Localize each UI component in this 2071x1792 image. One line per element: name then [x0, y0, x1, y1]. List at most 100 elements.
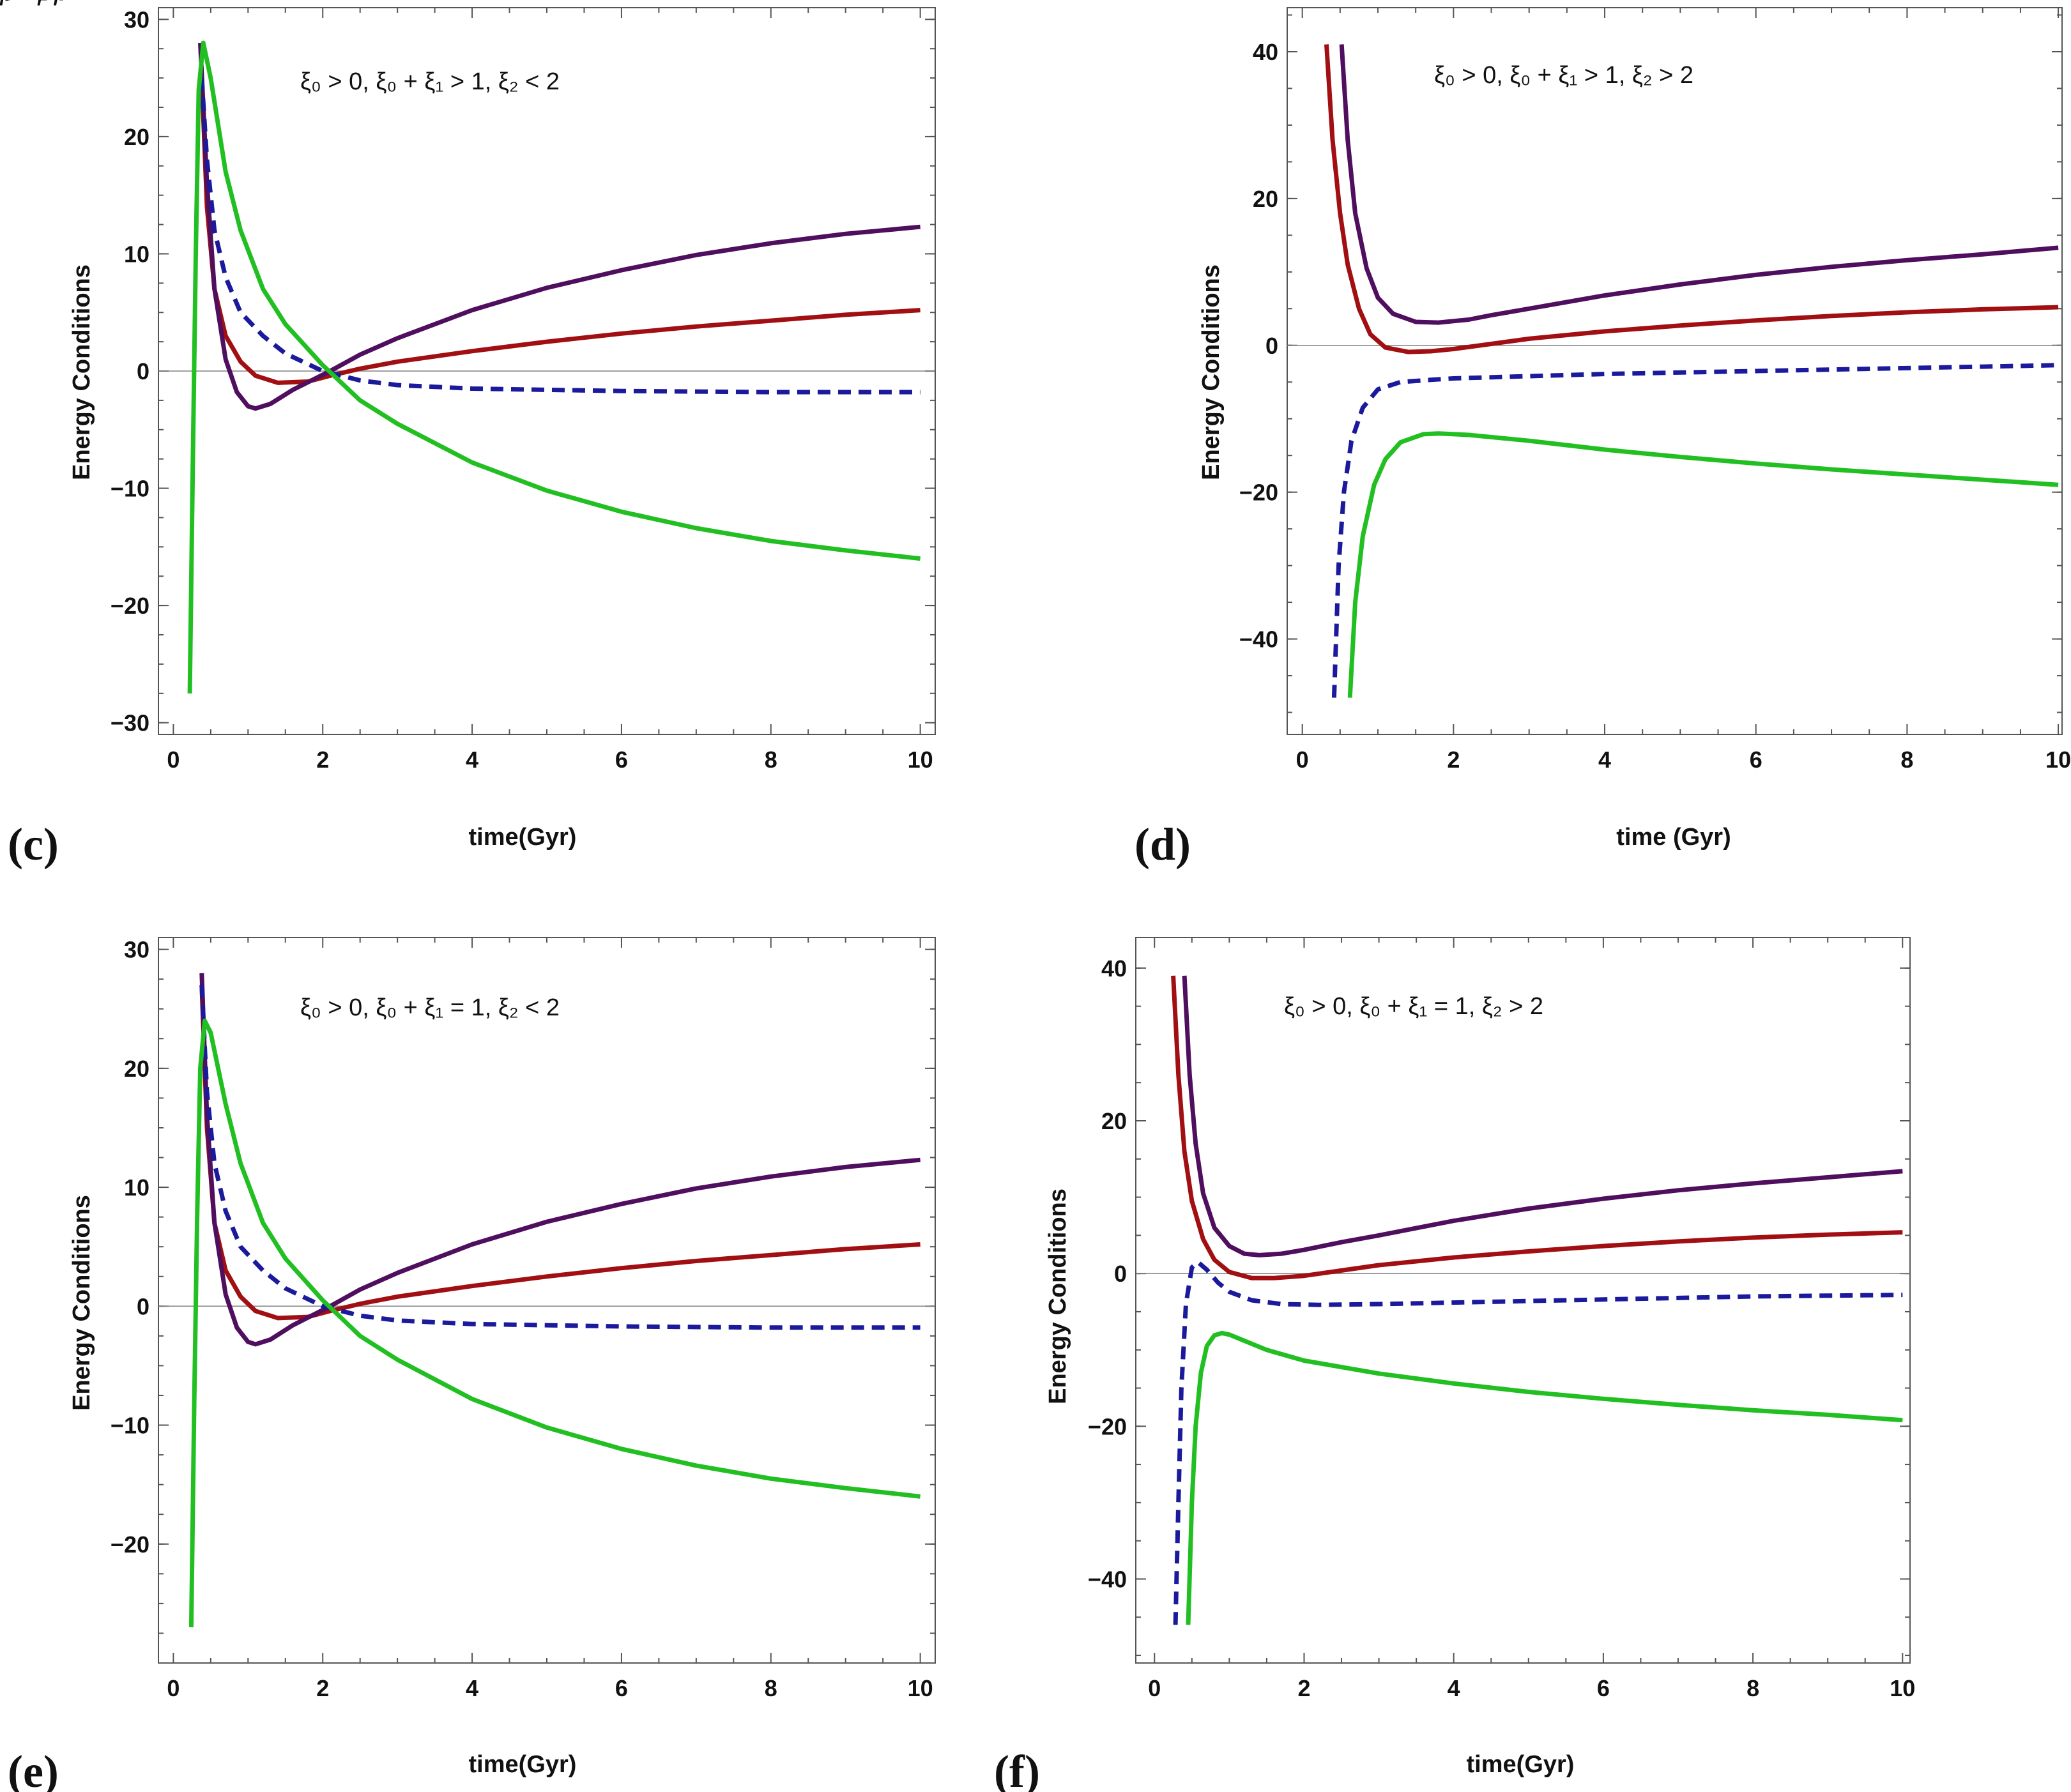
- x-tick-label: 4: [1448, 1675, 1460, 1701]
- chart-annotation: ξ₀ > 0, ξ₀ + ξ₁ > 1, ξ₂ < 2: [300, 68, 560, 95]
- y-tick-label: 0: [1265, 333, 1278, 359]
- x-tick-label: 10: [1890, 1675, 1915, 1701]
- y-tick-label: 30: [124, 6, 149, 33]
- panel-e: 0 2 4 6 8 10 30 20 10 0 −10 −20 ξ₀ > 0, ξ₀ + ξ₁ = 1…: [0, 0, 936, 1792]
- legend-label: ρ: [0, 0, 15, 6]
- legend-label: ρ+3p: [0, 0, 69, 6]
- x-tick-label: 6: [1750, 747, 1762, 773]
- chart-annotation: ξ₀ > 0, ξ₀ + ξ₁ = 1, ξ₂ > 2: [1284, 993, 1543, 1020]
- y-tick-label: −40: [1088, 1566, 1127, 1592]
- series-rho-plus-3p-line: [188, 1018, 921, 1628]
- y-tick-label: 0: [1114, 1261, 1127, 1287]
- x-tick-label: 2: [316, 747, 329, 773]
- x-tick-label: 10: [908, 1675, 933, 1701]
- legend: ρρ−pρ+pρ+3p: [0, 0, 69, 6]
- x-tick-label: 0: [167, 747, 180, 773]
- y-axis-label: Energy Conditions: [68, 264, 95, 480]
- legend-label: ρ: [0, 0, 15, 6]
- x-tick-label: 10: [908, 747, 933, 773]
- series-rho-plus-p-line: [199, 77, 921, 395]
- x-tick-label: 8: [765, 747, 777, 773]
- series-rho-line: [1324, 44, 2059, 354]
- legend: ρρ−pρ+pρ+3p: [0, 0, 69, 6]
- panel-c: 0 2 4 6 8 10 30 20 10 0 −10 −20 −30 ξ₀ > 0, ξ₀ + ξ₁ …: [0, 0, 936, 870]
- y-tick-label: −10: [111, 476, 149, 502]
- x-tick-label: 8: [1746, 1675, 1759, 1701]
- chart-annotation: ξ₀ > 0, ξ₀ + ξ₁ > 1, ξ₂ > 2: [1434, 62, 1693, 89]
- y-axis-label: Energy Conditions: [1198, 264, 1225, 480]
- tick-marks: 0 2 4 6 8 10 30 20 10 0 −10 −20 −30: [111, 6, 935, 773]
- tick-marks: 0 2 4 6 8 10 30 20 10 0 −10 −20: [111, 937, 935, 1701]
- x-axis-label: time(Gyr): [469, 1751, 577, 1778]
- series-rho-minus-p-line: [198, 42, 921, 411]
- series-rho-plus-p-line: [1331, 363, 2059, 698]
- y-tick-label: 40: [1253, 39, 1278, 65]
- legend-label: ρ−p: [0, 0, 53, 6]
- series-rho-plus-p-line: [199, 985, 921, 1330]
- y-tick-label: 20: [1101, 1108, 1127, 1134]
- panel-label: (e): [8, 1746, 59, 1792]
- y-tick-label: 30: [124, 937, 149, 963]
- legend: ρρ−pρ+pρ+3p: [0, 0, 69, 6]
- series-rho-line: [199, 985, 921, 1321]
- series-rho-plus-3p-line: [1347, 431, 2059, 698]
- y-tick-label: −20: [1239, 480, 1278, 506]
- x-tick-label: 0: [1148, 1675, 1161, 1701]
- y-tick-label: 20: [1253, 186, 1278, 212]
- series-rho-minus-p-line: [1339, 44, 2059, 325]
- x-tick-label: 4: [466, 1675, 478, 1701]
- y-tick-label: −20: [111, 1531, 149, 1558]
- x-axis-label: time(Gyr): [469, 824, 577, 851]
- y-axis-label: Energy Conditions: [1044, 1188, 1071, 1404]
- series-group: [188, 973, 921, 1628]
- y-tick-label: 20: [124, 1056, 149, 1082]
- x-tick-label: 10: [2045, 747, 2071, 773]
- legend-label: ρ: [0, 0, 15, 6]
- plot-frame: [1287, 7, 2063, 735]
- series-group: [1324, 44, 2059, 698]
- y-tick-label: 10: [124, 241, 149, 267]
- x-tick-label: 6: [615, 747, 628, 773]
- series-rho-plus-3p-line: [1186, 1330, 1903, 1625]
- legend-label: ρ+3p: [0, 0, 69, 6]
- legend-label: ρ: [0, 0, 15, 6]
- legend-label: ρ−p: [0, 0, 53, 6]
- series-group: [187, 40, 921, 694]
- x-tick-label: 0: [167, 1675, 180, 1701]
- legend-label: ρ+p: [0, 0, 53, 6]
- legend: ρρ−pρ+pρ+3p: [0, 0, 69, 6]
- y-tick-label: −20: [1088, 1413, 1127, 1439]
- plot-frame: [158, 937, 936, 1664]
- x-tick-label: 0: [1296, 747, 1309, 773]
- panel-label: (d): [1135, 819, 1191, 870]
- x-axis-label: time (Gyr): [1616, 824, 1731, 851]
- series-rho-plus-p-line: [1173, 1259, 1903, 1625]
- series-rho-plus-3p-line: [187, 40, 921, 694]
- series-rho-line: [1171, 975, 1903, 1280]
- panel-label: (c): [8, 819, 59, 870]
- y-tick-label: −40: [1239, 626, 1278, 653]
- legend-label: ρ−p: [0, 0, 53, 6]
- y-tick-label: 10: [124, 1174, 149, 1201]
- panel-label: (f): [994, 1746, 1040, 1792]
- x-tick-label: 2: [1297, 1675, 1310, 1701]
- tick-marks: 0 2 4 6 8 10 40 20 0 −20 −40: [1088, 938, 1915, 1701]
- x-tick-label: 2: [1447, 747, 1460, 773]
- x-tick-label: 4: [1598, 747, 1611, 773]
- y-tick-label: −20: [111, 593, 149, 619]
- legend-label: ρ+3p: [0, 0, 69, 6]
- x-axis-label: time(Gyr): [1467, 1751, 1575, 1778]
- x-tick-label: 6: [615, 1675, 628, 1701]
- x-tick-label: 4: [466, 747, 478, 773]
- chart-annotation: ξ₀ > 0, ξ₀ + ξ₁ = 1, ξ₂ < 2: [300, 994, 560, 1021]
- y-tick-label: 40: [1101, 955, 1127, 982]
- series-rho-line: [199, 77, 921, 385]
- legend-label: ρ+3p: [0, 0, 69, 6]
- y-tick-label: −30: [111, 710, 149, 736]
- y-axis-label: Energy Conditions: [68, 1195, 95, 1411]
- tick-marks: 0 2 4 6 8 10 40 20 0 −20 −40: [1239, 8, 2071, 773]
- y-tick-label: −10: [111, 1413, 149, 1439]
- legend-label: ρ−p: [0, 0, 53, 6]
